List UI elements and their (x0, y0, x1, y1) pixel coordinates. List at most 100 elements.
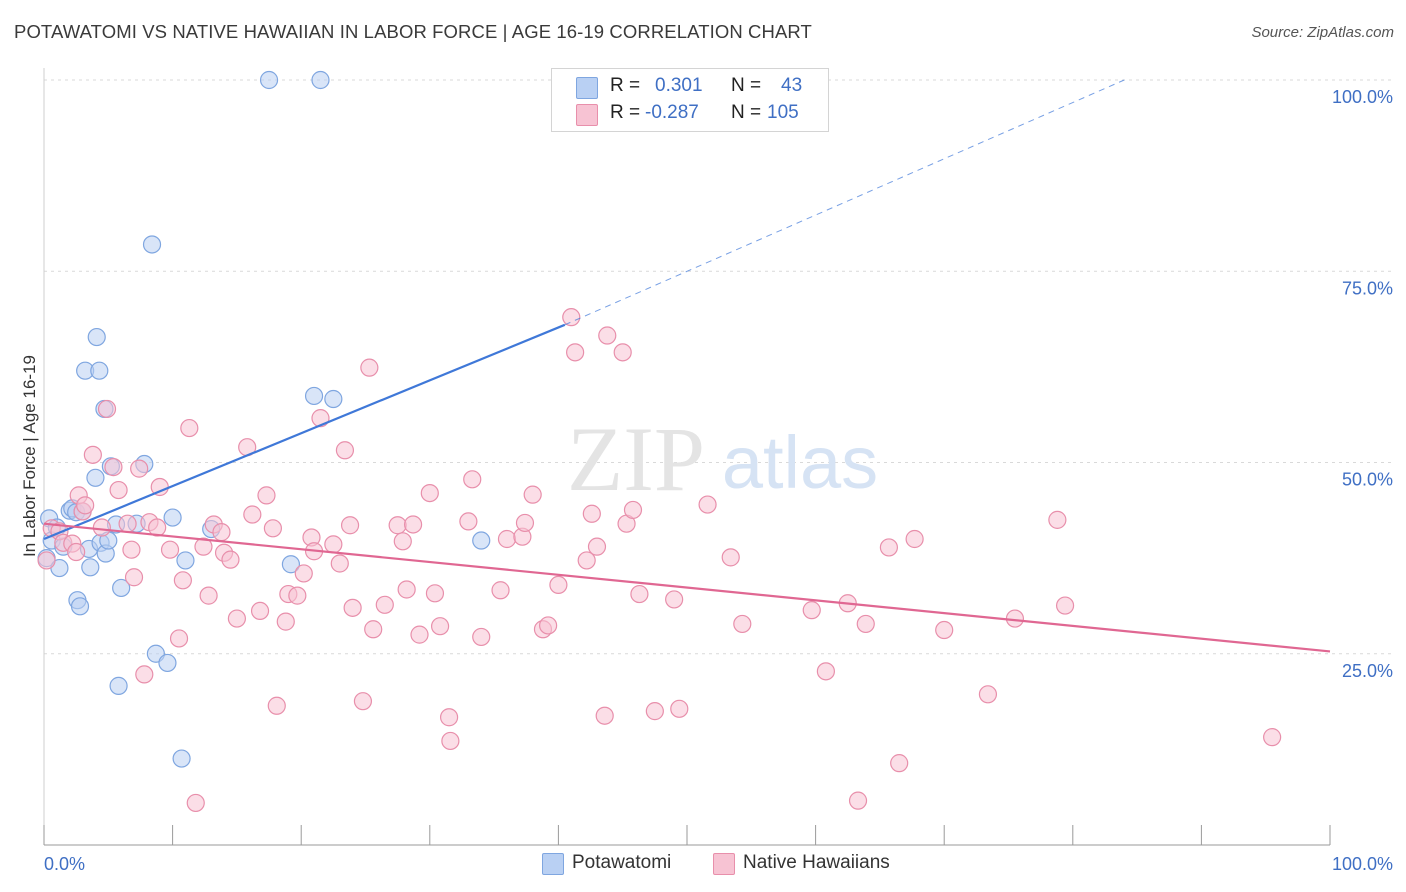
point-potawatomi (472, 531, 491, 550)
point-native-hawaiians (37, 551, 56, 570)
point-native-hawaiians (83, 445, 102, 464)
watermark-zip: ZIP (567, 408, 705, 510)
point-native-hawaiians (497, 529, 517, 549)
point-native-hawaiians (566, 343, 585, 362)
y-tick-label: 50.0% (1342, 470, 1393, 490)
legend-swatch-potawatomi (576, 77, 598, 99)
point-native-hawaiians (92, 518, 111, 537)
point-native-hawaiians (613, 343, 632, 362)
point-native-hawaiians (598, 326, 617, 345)
point-potawatomi (172, 749, 191, 768)
point-native-hawaiians (353, 692, 373, 711)
point-native-hawaiians (856, 614, 875, 634)
point-native-hawaiians (160, 540, 180, 559)
trend-line-native-hawaiians (43, 522, 1331, 653)
stats-legend: R = 0.301 N = 43 R = -0.287 N = 105 (551, 68, 829, 132)
point-potawatomi (158, 653, 177, 673)
point-potawatomi (281, 555, 301, 574)
point-native-hawaiians (340, 516, 360, 535)
point-native-hawaiians (118, 514, 137, 533)
point-native-hawaiians (459, 512, 478, 531)
point-native-hawaiians (630, 584, 649, 604)
point-native-hawaiians (124, 568, 144, 587)
legend-r-value: -0.287 (645, 102, 699, 123)
point-native-hawaiians (199, 586, 218, 605)
point-native-hawaiians (905, 529, 924, 549)
legend-n-value: 105 (767, 102, 799, 123)
bottom-legend-swatch-native-hawaiians (713, 853, 735, 875)
legend-r-label: R = (610, 75, 641, 96)
point-native-hawaiians (698, 495, 717, 514)
point-potawatomi (324, 389, 343, 409)
point-native-hawaiians (67, 542, 86, 562)
point-native-hawaiians (645, 702, 664, 721)
point-native-hawaiians (250, 601, 270, 621)
point-native-hawaiians (562, 308, 581, 327)
point-native-hawaiians (587, 537, 607, 556)
point-native-hawaiians (294, 564, 313, 583)
y-tick-labels: 25.0% 50.0% 75.0% 100.0% (1332, 87, 1393, 681)
point-native-hawaiians (665, 590, 684, 609)
point-potawatomi (87, 327, 106, 347)
point-native-hawaiians (439, 708, 459, 727)
trend-line-potawatomi (43, 323, 566, 541)
point-native-hawaiians (463, 470, 482, 489)
point-potawatomi (142, 235, 162, 254)
point-native-hawaiians (721, 548, 740, 567)
bottom-legend-label: Native Hawaiians (743, 852, 890, 873)
point-native-hawaiians (311, 409, 330, 428)
x-tick-label: 100.0% (1332, 854, 1393, 874)
point-native-hawaiians (410, 625, 429, 644)
point-native-hawaiians (263, 519, 283, 538)
trend-line-potawatomi-extension (564, 79, 1125, 326)
point-native-hawaiians (257, 486, 276, 505)
point-native-hawaiians (221, 550, 240, 569)
point-native-hawaiians (848, 791, 868, 810)
point-native-hawaiians (539, 616, 558, 635)
point-native-hawaiians (523, 485, 542, 504)
point-native-hawaiians (343, 598, 362, 617)
point-native-hawaiians (97, 399, 117, 419)
point-native-hawaiians (276, 612, 295, 631)
point-native-hawaiians (324, 535, 343, 554)
y-tick-label: 75.0% (1342, 278, 1393, 298)
y-axis-label: In Labor Force | Age 16-19 (20, 355, 39, 557)
point-native-hawaiians (472, 627, 491, 647)
x-tick-label: 0.0% (44, 854, 85, 874)
point-native-hawaiians (364, 620, 383, 639)
point-native-hawaiians (109, 480, 128, 500)
point-native-hawaiians (549, 575, 568, 595)
point-potawatomi (259, 70, 279, 90)
x-tick-labels: 0.0% 100.0% (44, 854, 1393, 874)
point-potawatomi (81, 558, 100, 577)
point-native-hawaiians (212, 523, 231, 542)
watermark: ZIP atlas (567, 408, 878, 510)
point-native-hawaiians (403, 515, 423, 534)
point-native-hawaiians (577, 551, 596, 570)
chart-title: POTAWATOMI VS NATIVE HAWAIIAN IN LABOR F… (14, 21, 812, 42)
point-native-hawaiians (430, 617, 450, 636)
point-native-hawaiians (1055, 596, 1075, 615)
point-native-hawaiians (623, 500, 643, 520)
point-native-hawaiians (670, 699, 689, 718)
point-native-hawaiians (879, 538, 899, 557)
y-tick-label: 100.0% (1332, 87, 1393, 107)
point-native-hawaiians (360, 358, 379, 377)
points-layer (37, 70, 1282, 813)
point-native-hawaiians (388, 516, 407, 535)
point-potawatomi (70, 597, 90, 616)
point-native-hawaiians (733, 614, 752, 634)
point-native-hawaiians (330, 554, 349, 573)
point-native-hawaiians (515, 513, 535, 533)
point-native-hawaiians (243, 505, 262, 524)
point-native-hawaiians (1263, 728, 1282, 747)
y-tick-label: 25.0% (1342, 661, 1393, 681)
point-native-hawaiians (173, 571, 192, 590)
point-native-hawaiians (935, 620, 954, 640)
point-native-hawaiians (393, 532, 412, 551)
point-native-hawaiians (180, 418, 199, 438)
point-native-hawaiians (375, 595, 394, 614)
bottom-legend-label: Potawatomi (572, 852, 672, 873)
point-potawatomi (109, 676, 128, 695)
